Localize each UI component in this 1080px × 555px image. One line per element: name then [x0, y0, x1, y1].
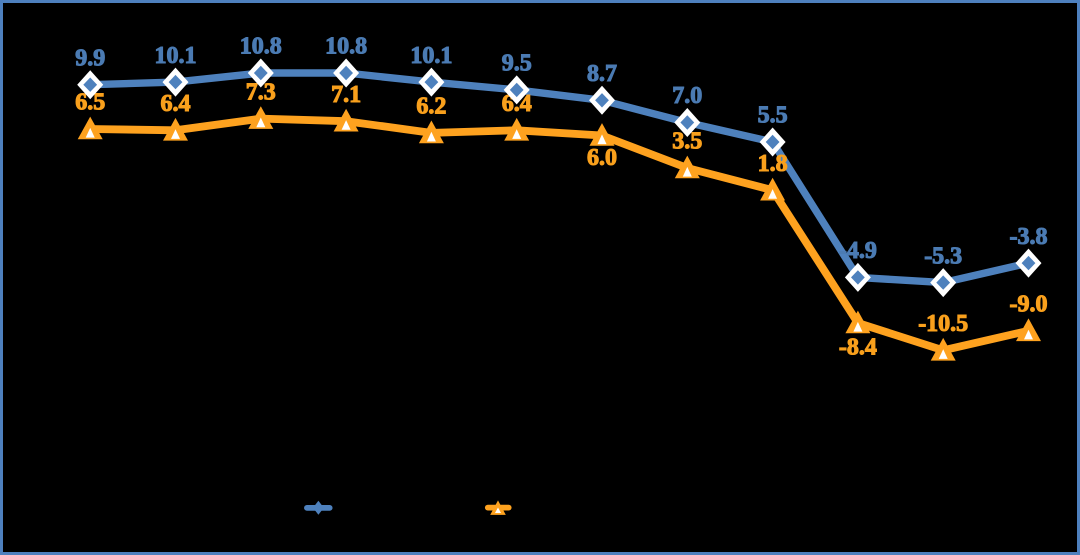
svg-text:-5.3: -5.3 [924, 243, 962, 269]
svg-text:-3.8: -3.8 [1010, 224, 1048, 250]
svg-text:10.1: 10.1 [410, 43, 452, 69]
svg-text:3.5: 3.5 [672, 129, 702, 155]
svg-text:10.1: 10.1 [155, 43, 197, 69]
svg-text:6.4: 6.4 [161, 91, 191, 117]
svg-text:10.8: 10.8 [325, 34, 367, 60]
svg-text:-9.0: -9.0 [1010, 292, 1048, 318]
svg-text:7.0: 7.0 [672, 83, 702, 109]
svg-text:9.9: 9.9 [75, 45, 105, 71]
svg-text:6.2: 6.2 [416, 94, 446, 120]
svg-text:10.8: 10.8 [240, 34, 282, 60]
svg-text:8.7: 8.7 [587, 61, 617, 87]
svg-text:-10.5: -10.5 [918, 311, 968, 337]
svg-text:9.5: 9.5 [502, 51, 532, 77]
svg-text:-8.4: -8.4 [839, 335, 877, 361]
svg-text:5.5: 5.5 [758, 103, 788, 129]
svg-text:6.0: 6.0 [587, 145, 617, 171]
svg-text:-4.9: -4.9 [839, 238, 877, 264]
